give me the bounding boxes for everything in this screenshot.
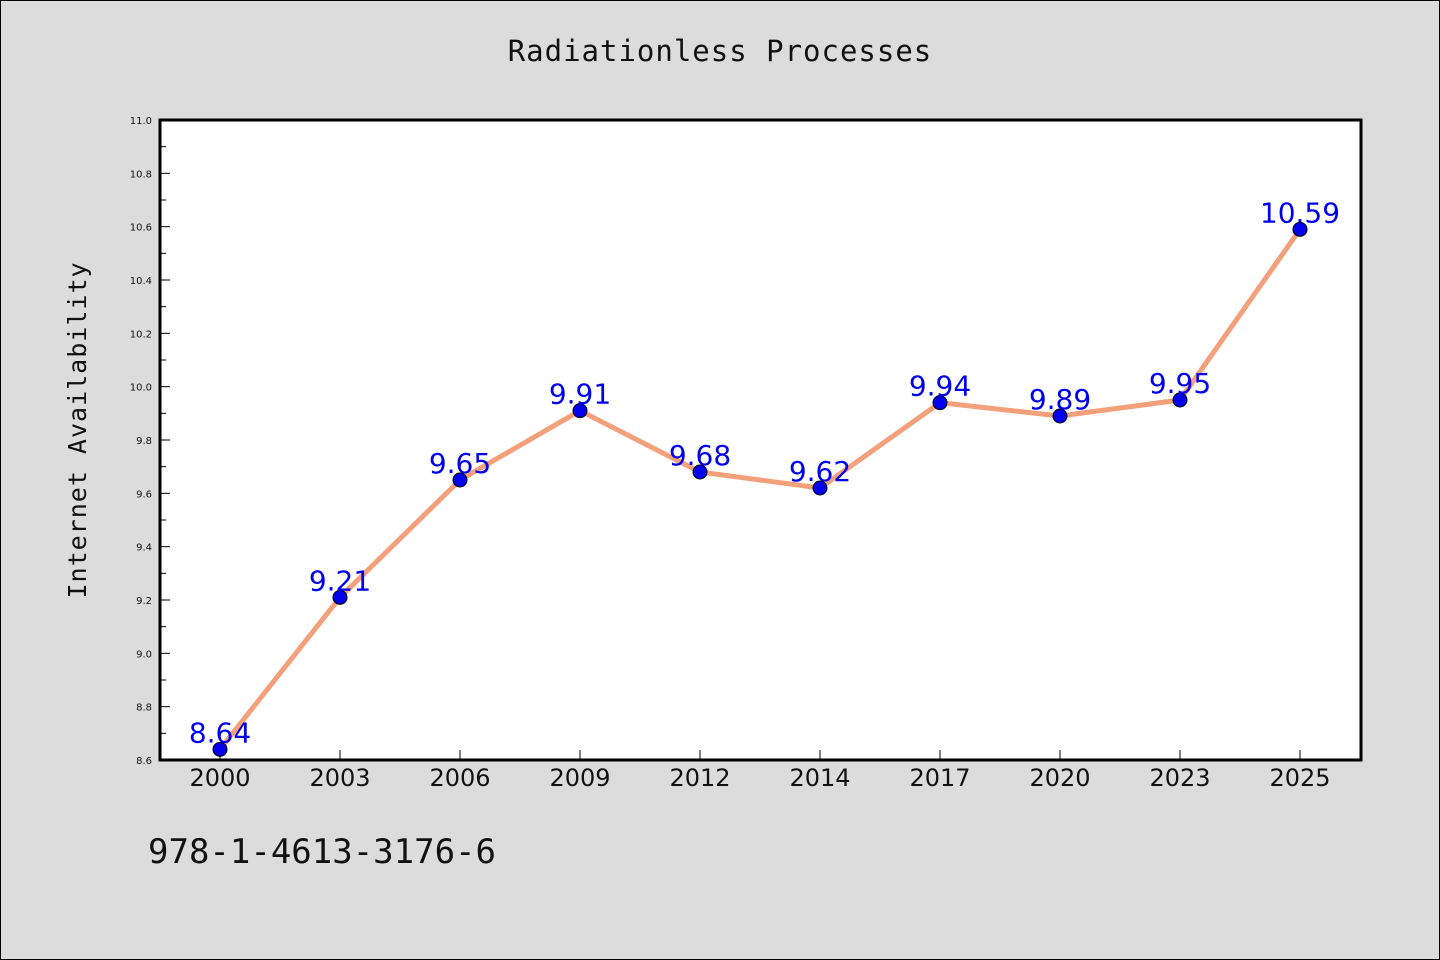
data-point	[812, 480, 828, 496]
data-label-group: 8.64 9.21 9.65 9.91 9.68 9.62 9.94 9.89 9.95 10.5…	[189, 196, 1340, 749]
y-tick-label: 9.6	[136, 489, 152, 500]
y-tick-label: 10.8	[130, 169, 152, 180]
data-label: 9.95	[1149, 367, 1211, 400]
y-tick-label: 10.2	[130, 329, 152, 340]
plot-area	[158, 118, 1363, 762]
x-tick-label: 2017	[909, 764, 970, 792]
data-point	[1052, 408, 1068, 424]
x-tick-label: 2003	[309, 764, 370, 792]
data-label: 9.91	[549, 378, 611, 411]
data-label: 9.94	[909, 370, 971, 403]
data-point	[1292, 221, 1308, 237]
data-point	[932, 395, 948, 411]
y-tick-label: 9.2	[136, 596, 152, 607]
y-tick-label: 9.8	[136, 436, 152, 447]
y-tick-label: 9.0	[136, 649, 152, 660]
isbn-text: 978-1-4613-3176-6	[148, 832, 496, 872]
data-point	[572, 403, 588, 419]
data-point	[452, 472, 468, 488]
x-tick-label: 2020	[1029, 764, 1090, 792]
x-tick-label: 2012	[669, 764, 730, 792]
x-tick-label: 2023	[1149, 764, 1210, 792]
series-line	[217, 226, 1303, 752]
data-point	[692, 464, 708, 480]
x-tick-label: 2014	[789, 764, 850, 792]
y-tick-label: 8.8	[136, 703, 152, 714]
chart-title: Radiationless Processes	[507, 34, 933, 68]
data-label: 8.64	[189, 716, 251, 749]
series-line-group	[217, 226, 1303, 752]
plot-frame	[158, 118, 1363, 762]
data-label: 9.65	[429, 447, 491, 480]
data-label: 9.68	[669, 439, 731, 472]
y-tick-label: 10.4	[130, 276, 152, 287]
data-label: 9.62	[789, 455, 851, 488]
x-tick-label: 2009	[549, 764, 610, 792]
x-tick-label: 2025	[1269, 764, 1330, 792]
x-tick-label: 2006	[429, 764, 490, 792]
y-axis: 8.6 8.8 9.0 9.2 9.4 9.6 9.8 10.0 10.2 10.4 10.6 10.…	[130, 116, 170, 767]
y-tick-label: 8.6	[136, 756, 152, 767]
data-point	[1172, 392, 1188, 408]
marker-group	[212, 221, 1308, 757]
y-tick-label: 10.6	[130, 223, 152, 234]
data-label: 9.21	[309, 564, 371, 597]
data-point	[332, 589, 348, 605]
data-label: 10.59	[1260, 196, 1340, 229]
data-label: 9.89	[1029, 383, 1091, 416]
y-tick-label: 10.0	[130, 383, 152, 394]
x-tick-label: 2000	[189, 764, 250, 792]
y-axis-label: Internet Availability	[63, 261, 92, 598]
x-axis: 2000 2003 2006 2009 2012 2014 2017 2020 2023 2025	[189, 750, 1331, 792]
data-point	[212, 741, 228, 757]
y-tick-label: 9.4	[136, 543, 152, 554]
y-tick-label: 11.0	[130, 116, 152, 127]
